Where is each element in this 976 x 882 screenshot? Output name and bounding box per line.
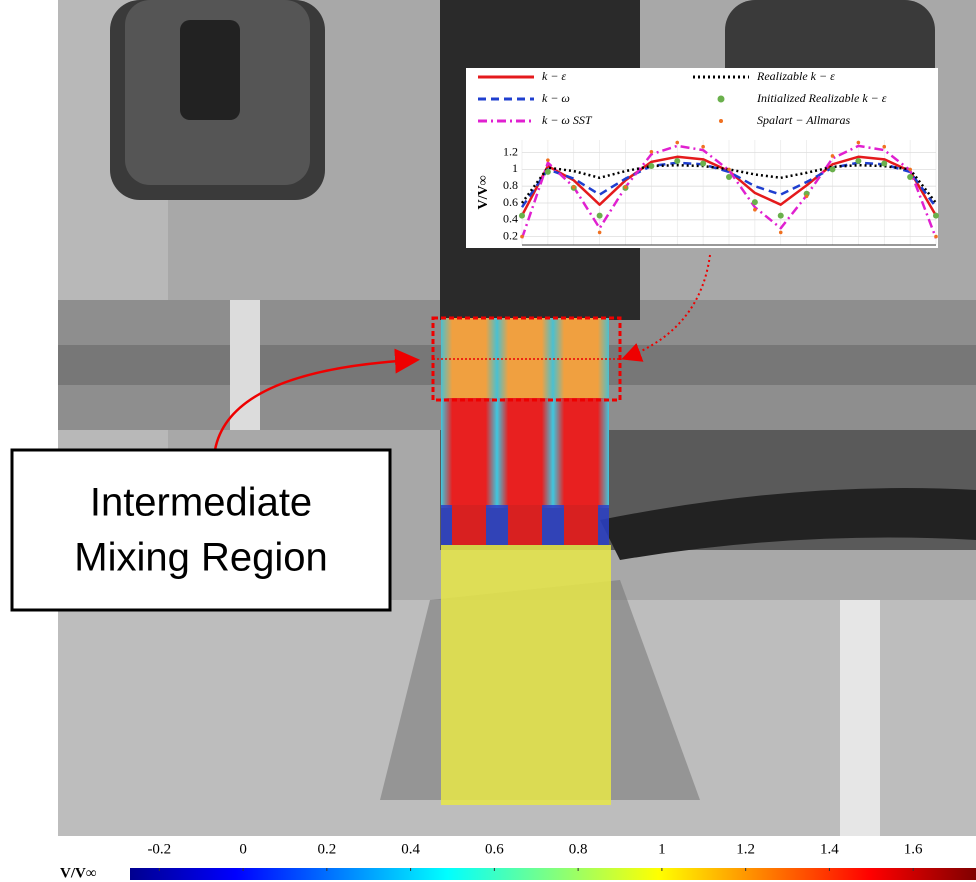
data-point (545, 169, 551, 175)
data-point (881, 161, 887, 167)
legend-label: Initialized Realizable k − ε (756, 91, 887, 105)
page: {"chart_data": [ {"type": "line", "ylabe… (0, 0, 976, 882)
figure: Intermediate Mixing Region 0.2 0.4 0.6 0.8 1… (0, 0, 976, 882)
data-point (598, 231, 602, 235)
callout-box (12, 450, 390, 610)
data-point (830, 166, 836, 172)
data-point (624, 185, 628, 189)
data-point (831, 154, 835, 158)
y-tick-label: 0.2 (503, 228, 518, 242)
legend-swatch (719, 119, 723, 123)
data-point (519, 213, 525, 219)
x-tick-label: 1.6 (904, 841, 923, 857)
x-tick-label: 1.2 (736, 841, 755, 857)
data-point (520, 235, 524, 239)
inset-chart: 0.2 0.4 0.6 0.8 1 1.2 V/V∞ k − ε k − ω k − ω SST R… (466, 68, 939, 248)
data-point (934, 235, 938, 239)
legend-label: Realizable k − ε (756, 69, 835, 83)
y-tick-label: 1 (512, 161, 518, 175)
callout: Intermediate Mixing Region (12, 450, 390, 610)
y-tick-label: 0.8 (503, 178, 518, 192)
legend-label: k − ω (542, 91, 570, 105)
data-point (778, 213, 784, 219)
y-axis-label: V/V∞ (476, 175, 491, 209)
data-point (855, 158, 861, 164)
x-tick-label: 0.2 (317, 841, 336, 857)
y-tick-label: 0.6 (503, 195, 518, 209)
data-point (779, 231, 783, 235)
colorbar-gradient (130, 868, 976, 880)
data-point (701, 145, 705, 149)
data-point (650, 150, 654, 154)
data-point (674, 158, 680, 164)
data-point (597, 213, 603, 219)
callout-text: Mixing Region (74, 536, 327, 580)
data-point (648, 163, 654, 169)
data-point (572, 185, 576, 189)
data-point (700, 161, 706, 167)
data-point (857, 141, 861, 145)
colorbar-label: V/V∞ (60, 865, 97, 881)
data-point (752, 199, 758, 205)
data-point (908, 168, 912, 172)
y-tick-label: 0.4 (503, 212, 518, 226)
x-tick-label: 0 (239, 841, 247, 857)
data-point (675, 141, 679, 145)
data-point (727, 168, 731, 172)
x-tick-label: -0.2 (147, 841, 171, 857)
colorbar: -0.2 0 0.2 0.4 0.6 0.8 1 1.2 1.4 1.6 V/V∞ (60, 841, 976, 881)
data-point (546, 158, 550, 162)
legend-label: k − ε (542, 69, 566, 83)
x-tick-label: 0.6 (485, 841, 504, 857)
callout-text: Intermediate (90, 481, 312, 525)
data-point (907, 174, 913, 180)
data-point (726, 174, 732, 180)
x-tick-label: 1.4 (820, 841, 839, 857)
legend-label: k − ω SST (542, 113, 593, 127)
x-tick-label: 0.8 (569, 841, 588, 857)
legend-swatch (718, 96, 725, 103)
x-tick-label: 1 (658, 841, 666, 857)
y-tick-label: 1.2 (503, 144, 518, 158)
data-point (933, 213, 939, 219)
data-point (882, 145, 886, 149)
x-tick-label: 0.4 (401, 841, 420, 857)
legend-label: Spalart − Allmaras (757, 113, 851, 127)
data-point (753, 208, 757, 212)
data-point (805, 194, 809, 198)
